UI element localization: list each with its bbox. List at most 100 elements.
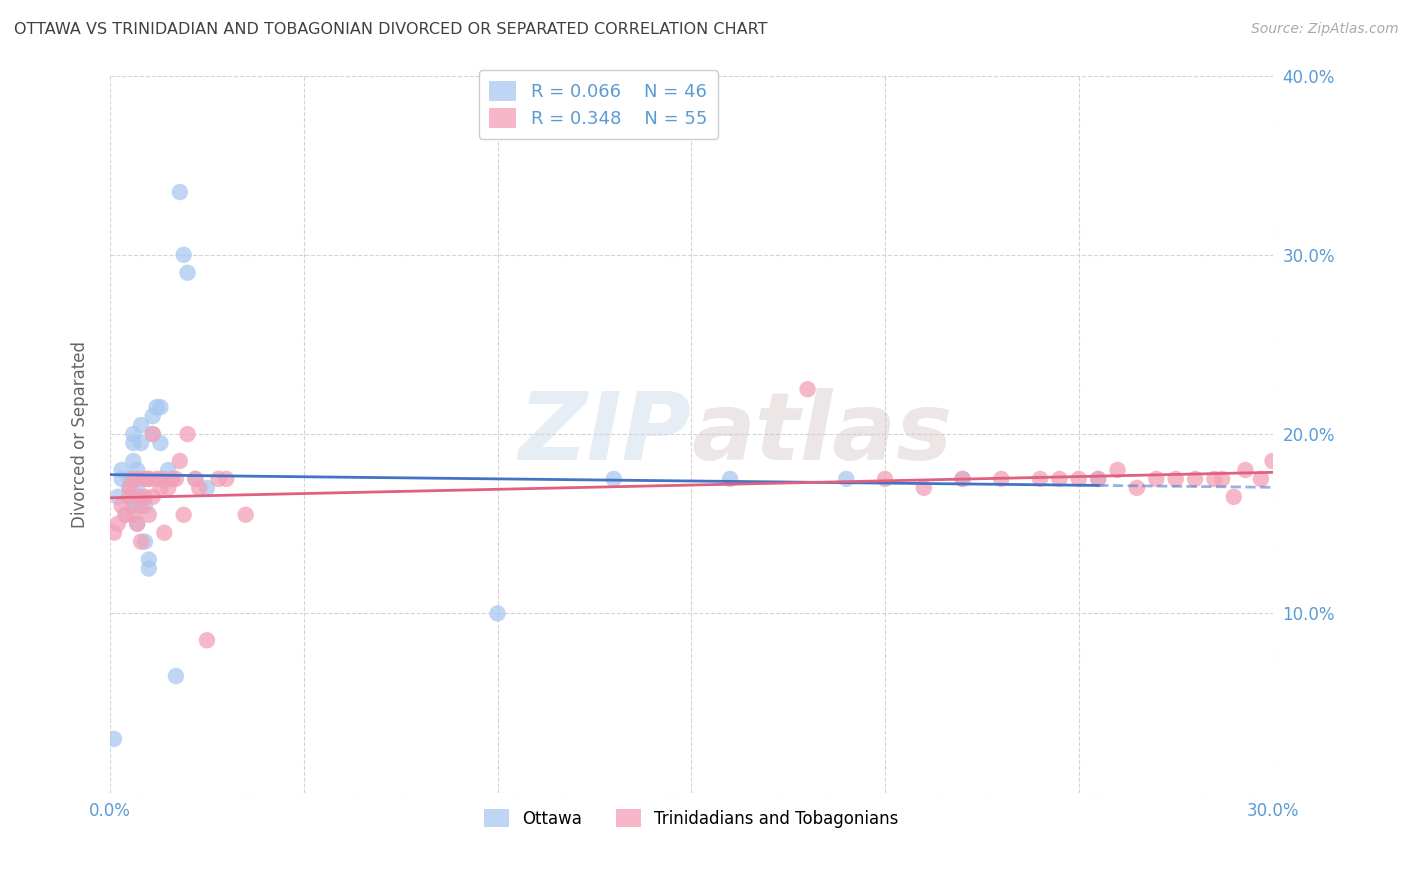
Point [173,508,195,522]
Point [1029,472,1052,486]
Y-axis label: Divorced or Separated: Divorced or Separated [72,341,89,527]
Point [952,472,974,486]
Point [486,607,509,621]
Point [165,669,187,683]
Point [1107,463,1129,477]
Point [195,481,218,495]
Point [1047,472,1070,486]
Point [796,382,818,396]
Point [184,472,207,486]
Point [1144,472,1167,486]
Point [122,436,145,450]
Point [160,472,183,486]
Point [134,472,156,486]
Point [157,463,180,477]
Point [149,472,172,486]
Point [990,472,1012,486]
Point [145,472,167,486]
Point [1204,472,1226,486]
Point [603,472,626,486]
Point [835,472,858,486]
Point [138,472,160,486]
Point [103,525,125,540]
Point [157,481,180,495]
Point [235,508,257,522]
Point [129,472,152,486]
Point [103,731,125,746]
Point [138,552,160,566]
Point [122,454,145,468]
Text: OTTAWA VS TRINIDADIAN AND TOBAGONIAN DIVORCED OR SEPARATED CORRELATION CHART: OTTAWA VS TRINIDADIAN AND TOBAGONIAN DIV… [14,22,768,37]
Point [173,248,195,262]
Point [134,499,156,513]
Point [165,472,187,486]
Point [153,525,176,540]
Point [118,481,141,495]
Point [188,481,211,495]
Point [111,472,134,486]
Text: Source: ZipAtlas.com: Source: ZipAtlas.com [1251,22,1399,37]
Point [149,481,172,495]
Point [118,472,141,486]
Point [134,490,156,504]
Point [127,463,149,477]
Point [111,463,134,477]
Point [122,499,145,513]
Point [142,427,165,442]
Point [1261,454,1284,468]
Point [118,490,141,504]
Point [952,472,974,486]
Point [142,490,165,504]
Point [127,481,149,495]
Point [215,472,238,486]
Point [129,499,152,513]
Point [127,490,149,504]
Point [134,534,156,549]
Point [114,508,136,522]
Point [127,516,149,531]
Text: ZIP: ZIP [519,388,692,480]
Point [912,481,935,495]
Point [1184,472,1206,486]
Point [138,508,160,522]
Point [127,516,149,531]
Point [1126,481,1149,495]
Point [107,490,129,504]
Point [122,472,145,486]
Legend: Ottawa, Trinidadians and Tobagonians: Ottawa, Trinidadians and Tobagonians [478,803,905,835]
Point [160,472,183,486]
Point [1087,472,1109,486]
Point [129,436,152,450]
Point [138,561,160,575]
Point [129,490,152,504]
Point [138,472,160,486]
Point [127,472,149,486]
Point [195,633,218,648]
Point [142,409,165,424]
Point [153,472,176,486]
Text: atlas: atlas [692,388,952,480]
Point [176,427,198,442]
Point [129,418,152,433]
Point [1087,472,1109,486]
Point [149,400,172,414]
Point [1250,472,1272,486]
Point [149,436,172,450]
Point [107,516,129,531]
Point [111,499,134,513]
Point [1211,472,1233,486]
Point [1223,490,1246,504]
Point [1067,472,1090,486]
Point [169,185,191,199]
Point [176,266,198,280]
Point [207,472,229,486]
Point [718,472,741,486]
Point [142,427,165,442]
Point [873,472,896,486]
Point [122,508,145,522]
Point [1234,463,1257,477]
Point [127,490,149,504]
Point [118,481,141,495]
Point [129,534,152,549]
Point [114,508,136,522]
